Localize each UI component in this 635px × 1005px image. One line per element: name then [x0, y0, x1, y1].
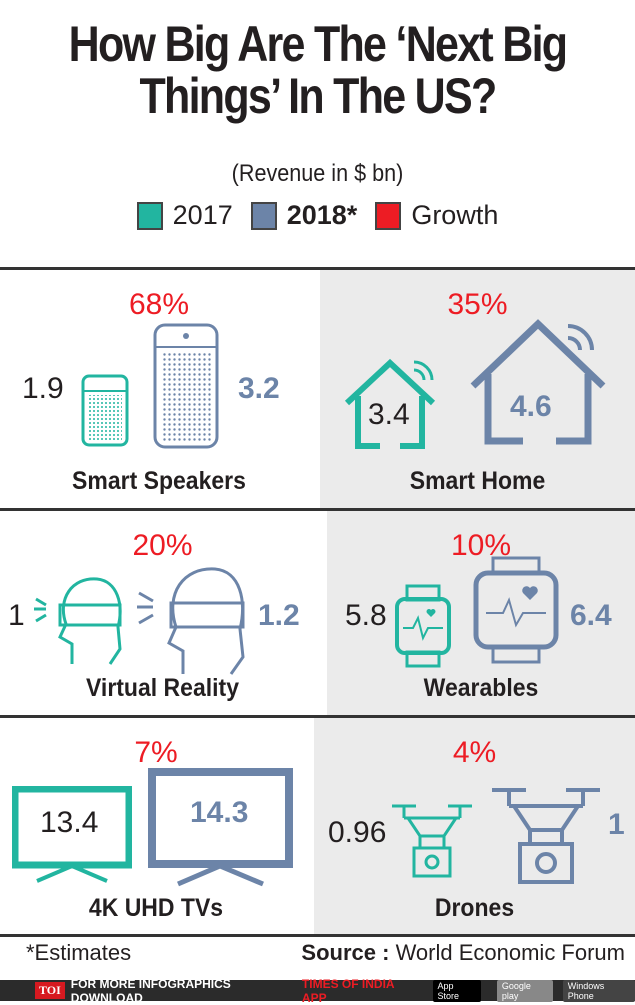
growth-label: 35%: [447, 288, 508, 321]
panel-smart-home: 35% 3.4 4.6 Smart Home: [320, 270, 635, 508]
speaker-large-icon: [153, 323, 219, 449]
tv-large-icon: [148, 768, 293, 887]
category-label: Wearables: [423, 674, 539, 702]
drone-small-icon: [392, 804, 472, 878]
house-large-icon: [470, 319, 606, 445]
footer: *Estimates Source : World Economic Forum: [0, 940, 635, 970]
legend-2018: 2018*: [250, 200, 357, 231]
subtitle: (Revenue in $ bn): [231, 160, 404, 187]
toi-logo: TOI: [35, 982, 65, 999]
banner-app: TIMES OF INDIA APP: [301, 976, 395, 1005]
value-2018: 1.2: [258, 599, 300, 632]
legend-growth: Growth: [375, 200, 498, 231]
tv-small-icon: [12, 786, 132, 883]
value-2017: 13.4: [40, 806, 99, 839]
value-2018: 3.2: [238, 372, 280, 405]
legend: 2017 2018* Growth: [0, 200, 635, 231]
app-store-badge[interactable]: App Store: [432, 979, 481, 1002]
speaker-small-icon: [81, 374, 129, 447]
growth-label: 4%: [452, 736, 497, 769]
vr-headset-small-icon: [34, 577, 122, 665]
value-2018: 14.3: [190, 796, 249, 829]
value-2017: 5.8: [345, 599, 387, 632]
legend-2017: 2017: [136, 200, 233, 231]
smartwatch-large-icon: [473, 556, 559, 664]
value-2018: 4.6: [510, 390, 552, 423]
category-label: Virtual Reality: [86, 674, 239, 702]
panel-wearables: 10% 5.8 6.4 Wearables: [327, 511, 635, 715]
value-2017: 1: [8, 599, 25, 632]
panel-smart-speakers: 68% 1.9 3.2 Smart Speakers: [0, 270, 318, 508]
panel-virtual-reality: 20% 1 1.2 Virtual Reality: [0, 511, 325, 715]
page-title: How Big Are The ‘Next Big Things’ In The…: [68, 16, 568, 124]
house-small-icon: [344, 358, 436, 449]
value-2018: 6.4: [570, 599, 612, 632]
category-label: Smart Home: [409, 467, 546, 495]
category-label: Smart Speakers: [72, 467, 246, 495]
drone-large-icon: [492, 788, 600, 884]
google-play-badge[interactable]: Google play: [496, 979, 553, 1002]
value-2017: 1.9: [22, 372, 64, 405]
value-2017: 0.96: [328, 816, 387, 849]
value-2018: 1: [608, 808, 625, 841]
panel-drones: 4% 0.96 1 Drones: [314, 718, 635, 935]
source-label: Source :: [301, 940, 390, 965]
value-2017: 3.4: [368, 398, 410, 431]
vr-headset-large-icon: [137, 567, 245, 675]
promo-banner: TOI FOR MORE INFOGRAPHICS DOWNLOAD TIMES…: [0, 977, 635, 1005]
banner-text: FOR MORE INFOGRAPHICS DOWNLOAD: [70, 976, 231, 1005]
category-label: Drones: [434, 894, 515, 922]
growth-label: 68%: [128, 288, 190, 321]
growth-label: 7%: [134, 736, 178, 769]
source: World Economic Forum: [395, 940, 625, 965]
growth-label: 20%: [132, 529, 193, 562]
panel-4k-uhd-tvs: 7% 13.4 14.3 4K UHD TVs: [0, 718, 312, 935]
category-label: 4K UHD TVs: [88, 894, 224, 922]
footnote: *Estimates: [26, 940, 132, 965]
windows-phone-badge[interactable]: Windows Phone: [562, 979, 635, 1002]
smartwatch-small-icon: [395, 584, 451, 668]
